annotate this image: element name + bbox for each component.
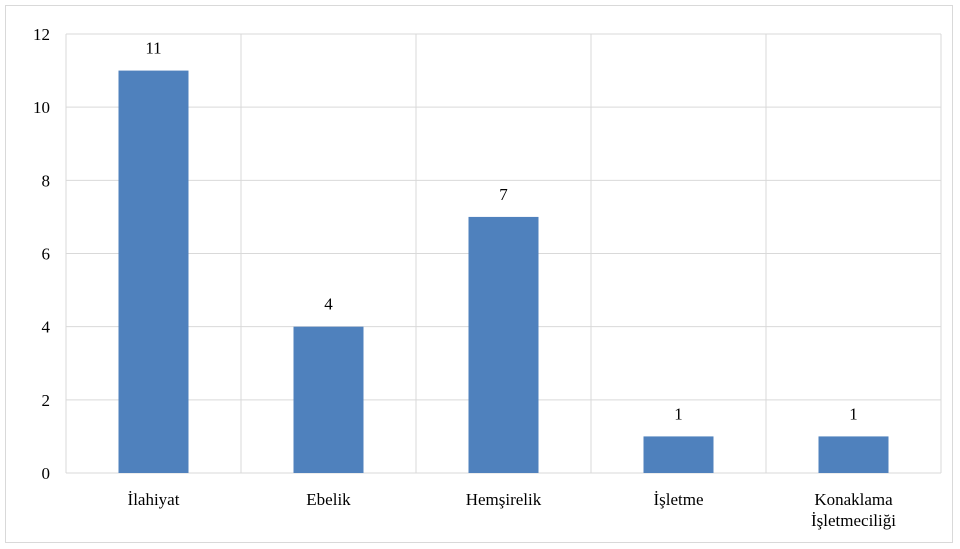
y-tick-label: 2 xyxy=(42,391,51,410)
bar xyxy=(818,436,889,473)
y-tick-label: 8 xyxy=(42,171,51,190)
bar xyxy=(643,436,714,473)
bar xyxy=(118,70,189,473)
bars xyxy=(118,70,889,473)
bar-chart: 0 2 4 6 8 10 12 11 İlahiyat 4 Ebelik 7 Hemşirelik 1 İş… xyxy=(33,25,942,530)
labels: 0 2 4 6 8 10 12 11 İlahiyat 4 Ebelik 7 Hemşirelik 1 İş… xyxy=(33,25,896,530)
y-tick-label: 4 xyxy=(42,318,51,337)
bar xyxy=(468,216,539,473)
data-label: 4 xyxy=(324,295,333,314)
category-label: Konaklama xyxy=(814,490,893,509)
y-tick-label: 0 xyxy=(42,464,51,483)
y-tick-label: 6 xyxy=(42,245,51,264)
chart-frame: 0 2 4 6 8 10 12 11 İlahiyat 4 Ebelik 7 Hemşirelik 1 İş… xyxy=(5,5,953,543)
data-label: 1 xyxy=(674,404,683,423)
category-label: İlahiyat xyxy=(128,490,180,509)
y-tick-label: 12 xyxy=(33,25,50,44)
category-label: İşletme xyxy=(653,490,703,509)
category-label: Ebelik xyxy=(306,490,351,509)
category-label: İşletmeciliği xyxy=(811,511,896,530)
category-label: Hemşirelik xyxy=(466,490,542,509)
data-label: 11 xyxy=(145,39,161,58)
data-label: 7 xyxy=(499,185,508,204)
y-tick-label: 10 xyxy=(33,98,50,117)
gridlines xyxy=(65,33,942,474)
bar xyxy=(293,326,364,473)
data-label: 1 xyxy=(849,404,858,423)
